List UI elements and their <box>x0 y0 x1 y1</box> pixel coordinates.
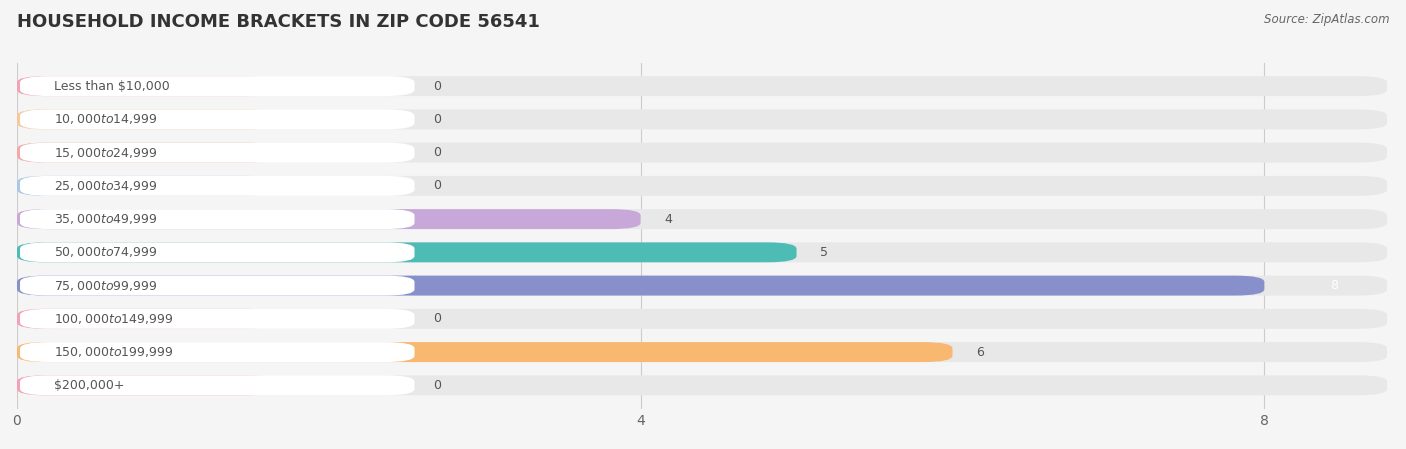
Text: $50,000 to $74,999: $50,000 to $74,999 <box>55 245 157 260</box>
FancyBboxPatch shape <box>17 209 641 229</box>
FancyBboxPatch shape <box>17 242 797 262</box>
FancyBboxPatch shape <box>20 143 415 163</box>
Text: 0: 0 <box>433 146 441 159</box>
FancyBboxPatch shape <box>20 276 415 295</box>
Text: 0: 0 <box>433 113 441 126</box>
FancyBboxPatch shape <box>17 110 276 129</box>
Text: 6: 6 <box>976 346 984 359</box>
FancyBboxPatch shape <box>20 176 415 196</box>
FancyBboxPatch shape <box>17 375 276 395</box>
FancyBboxPatch shape <box>17 143 276 163</box>
FancyBboxPatch shape <box>20 76 415 96</box>
Text: Less than $10,000: Less than $10,000 <box>55 79 170 92</box>
FancyBboxPatch shape <box>17 276 1264 295</box>
FancyBboxPatch shape <box>20 209 415 229</box>
Text: $10,000 to $14,999: $10,000 to $14,999 <box>55 112 157 126</box>
Text: $200,000+: $200,000+ <box>55 379 125 392</box>
Text: $35,000 to $49,999: $35,000 to $49,999 <box>55 212 157 226</box>
Text: 0: 0 <box>433 313 441 326</box>
FancyBboxPatch shape <box>20 110 415 129</box>
Text: HOUSEHOLD INCOME BRACKETS IN ZIP CODE 56541: HOUSEHOLD INCOME BRACKETS IN ZIP CODE 56… <box>17 13 540 31</box>
FancyBboxPatch shape <box>17 143 1388 163</box>
FancyBboxPatch shape <box>17 76 1388 96</box>
Text: 0: 0 <box>433 79 441 92</box>
Text: $15,000 to $24,999: $15,000 to $24,999 <box>55 145 157 159</box>
Text: 5: 5 <box>820 246 828 259</box>
Text: $100,000 to $149,999: $100,000 to $149,999 <box>55 312 174 326</box>
Text: 0: 0 <box>433 379 441 392</box>
FancyBboxPatch shape <box>17 309 276 329</box>
FancyBboxPatch shape <box>17 309 1388 329</box>
FancyBboxPatch shape <box>17 242 1388 262</box>
Text: 4: 4 <box>664 213 672 225</box>
Text: 8: 8 <box>1330 279 1339 292</box>
Text: $150,000 to $199,999: $150,000 to $199,999 <box>55 345 174 359</box>
FancyBboxPatch shape <box>17 209 1388 229</box>
FancyBboxPatch shape <box>20 375 415 395</box>
FancyBboxPatch shape <box>20 242 415 262</box>
Text: $75,000 to $99,999: $75,000 to $99,999 <box>55 278 157 293</box>
FancyBboxPatch shape <box>17 342 952 362</box>
FancyBboxPatch shape <box>17 176 276 196</box>
FancyBboxPatch shape <box>17 375 1388 395</box>
FancyBboxPatch shape <box>20 342 415 362</box>
FancyBboxPatch shape <box>20 309 415 329</box>
Text: $25,000 to $34,999: $25,000 to $34,999 <box>55 179 157 193</box>
Text: 0: 0 <box>433 179 441 192</box>
FancyBboxPatch shape <box>17 276 1388 295</box>
FancyBboxPatch shape <box>17 176 1388 196</box>
FancyBboxPatch shape <box>17 110 1388 129</box>
Text: Source: ZipAtlas.com: Source: ZipAtlas.com <box>1264 13 1389 26</box>
FancyBboxPatch shape <box>17 342 1388 362</box>
FancyBboxPatch shape <box>17 76 276 96</box>
